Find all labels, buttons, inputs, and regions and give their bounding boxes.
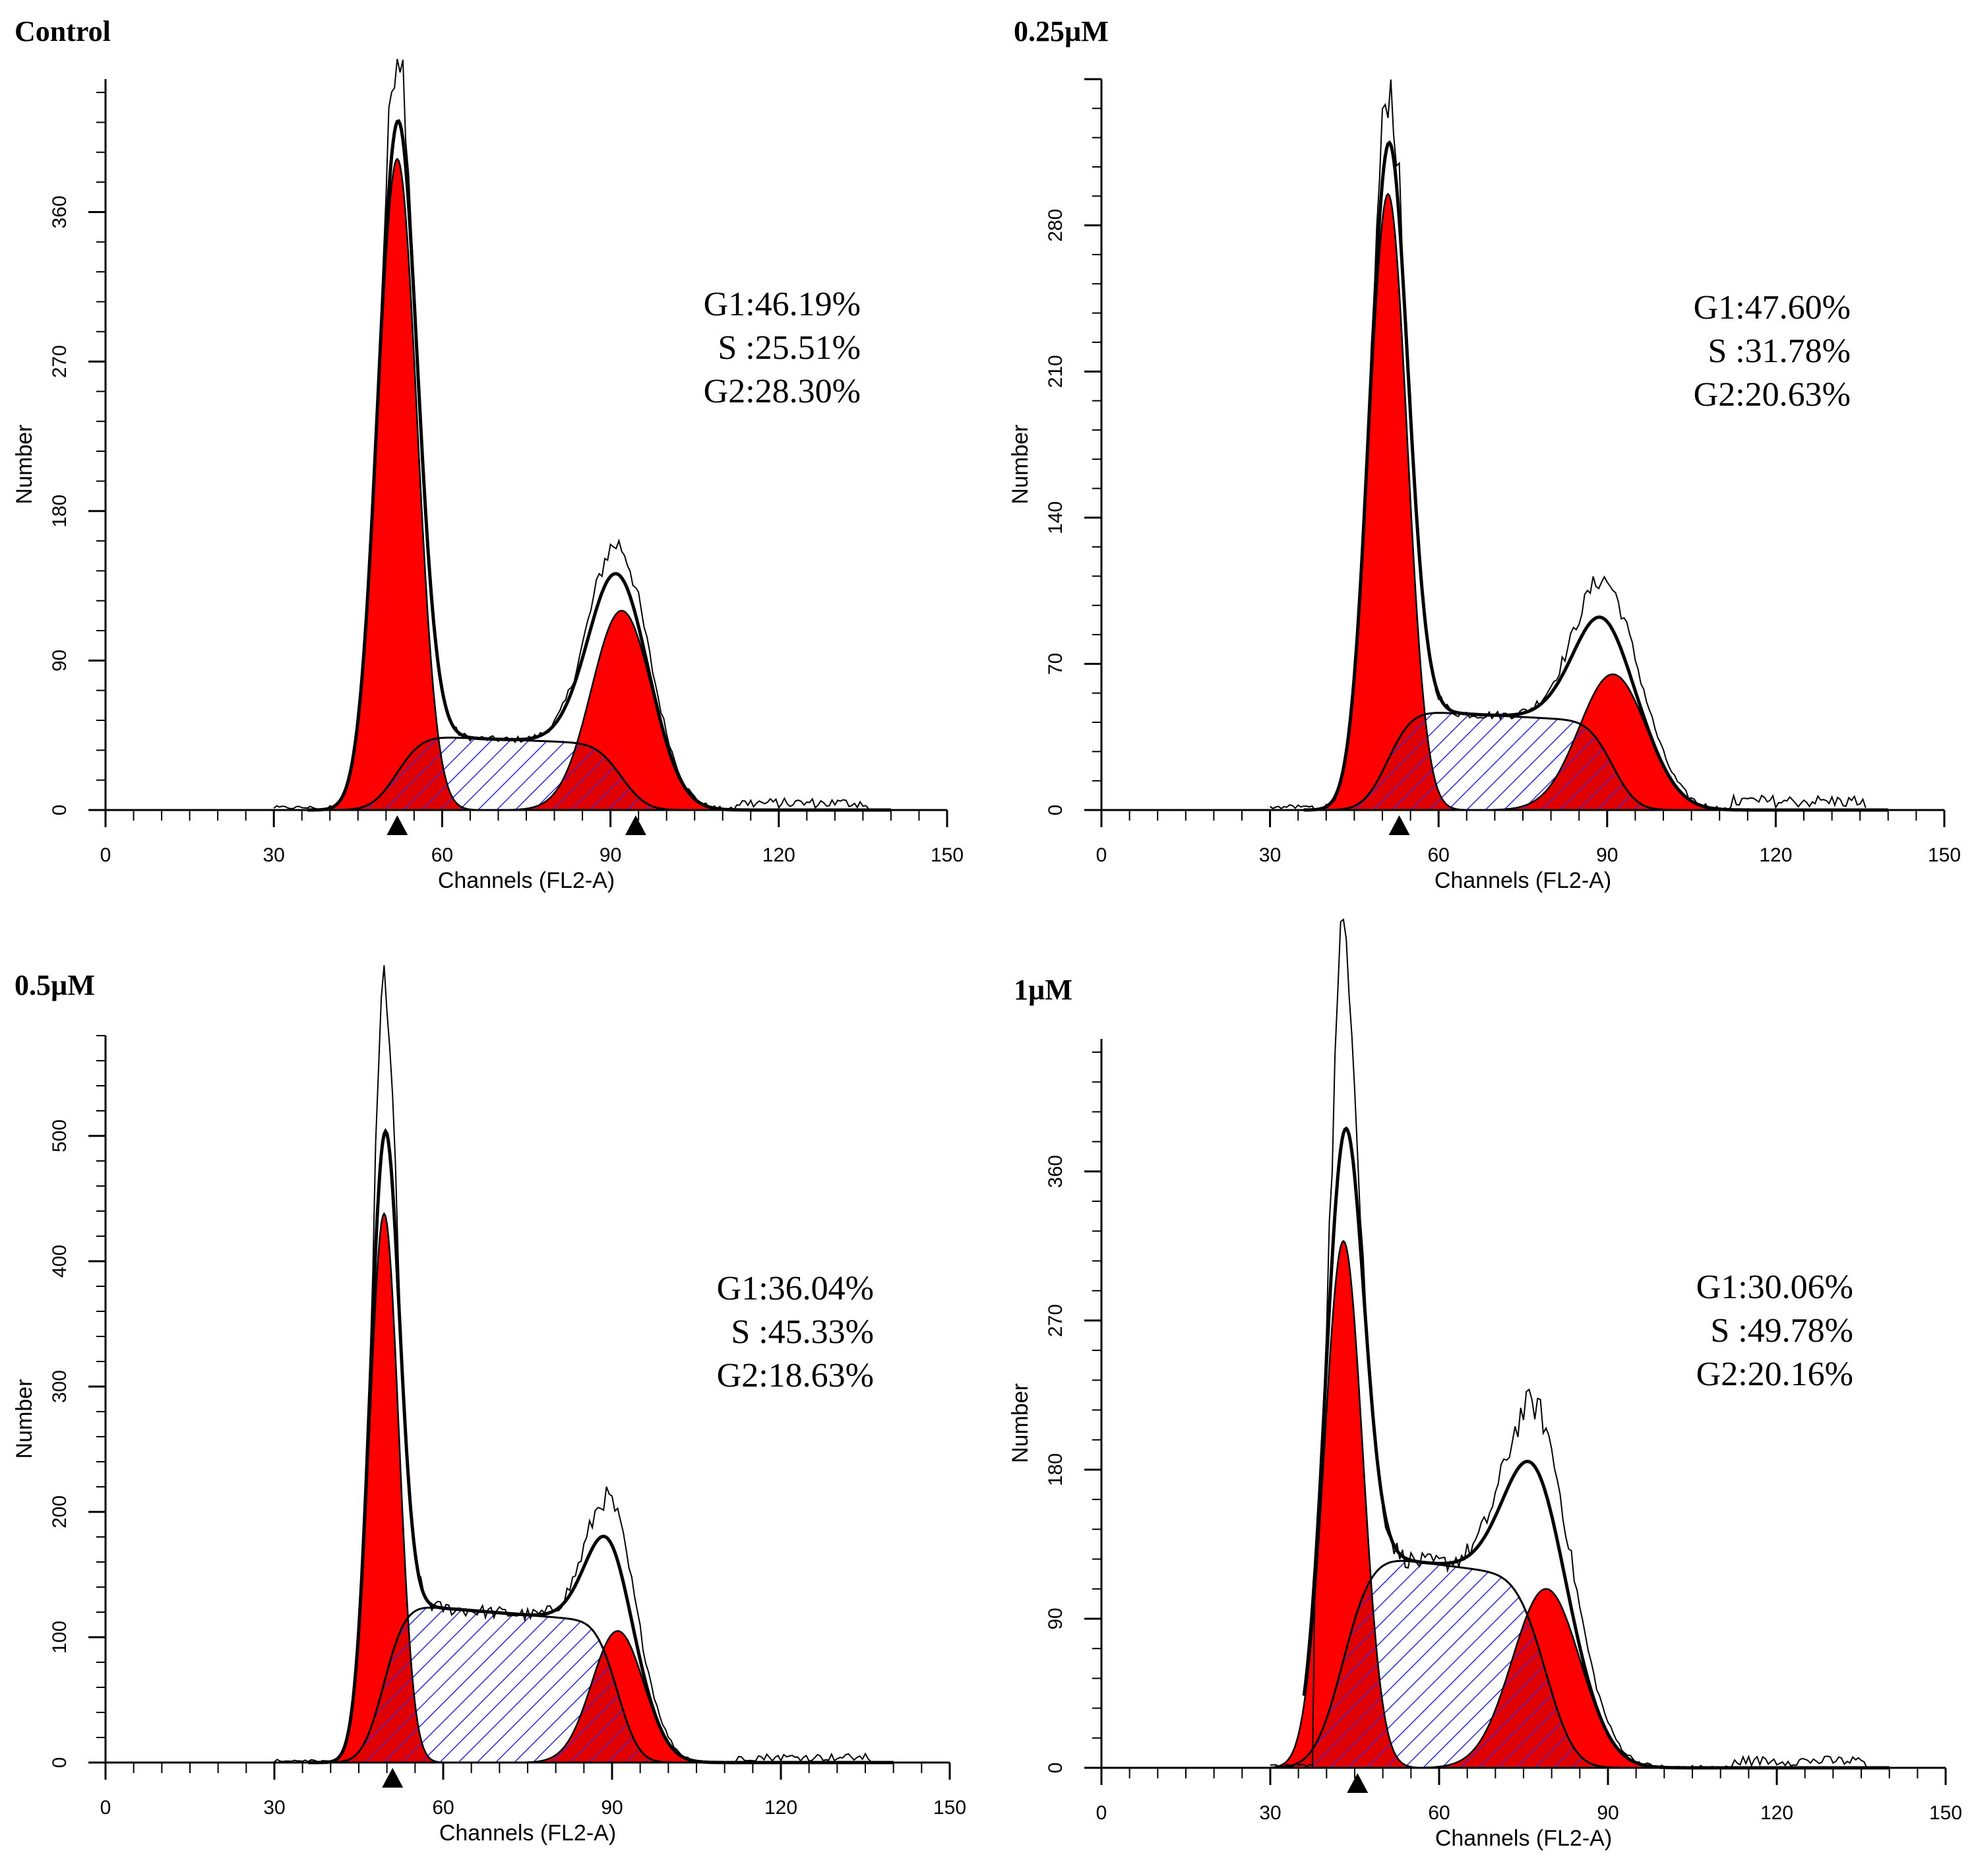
x-tick-label: 120: [1759, 844, 1792, 866]
x-axis-label: Channels (FL2-A): [1434, 868, 1611, 893]
g1-phase-area: [318, 1213, 450, 1763]
y-tick-label: 210: [1045, 355, 1066, 388]
y-tick-label: 0: [1045, 805, 1066, 816]
phase-percentage-label: G2:28.30%: [704, 373, 861, 410]
phase-percentage-label: S :25.51%: [718, 329, 861, 367]
peak-marker-triangle: [625, 815, 646, 835]
y-tick-label: 300: [49, 1370, 71, 1403]
y-tick-label: 360: [1045, 1155, 1066, 1188]
g1-phase-outline: [1270, 1239, 1430, 1769]
y-tick-label: 270: [49, 345, 71, 378]
y-tick-label: 500: [49, 1119, 71, 1152]
y-tick-label: 90: [49, 650, 71, 672]
y-tick-label: 90: [1045, 1608, 1066, 1629]
y-axis-label: Number: [12, 1379, 37, 1459]
x-tick-label: 90: [601, 1797, 623, 1819]
cell-cycle-histogram-panel: 0.5µM 0 30 60 90 120 150 0 100 200 300 400 500 Channe…: [12, 965, 966, 1846]
y-tick-label: 180: [49, 495, 71, 528]
phase-percentage-label: G1:30.06%: [1696, 1268, 1853, 1306]
x-tick-label: 0: [100, 844, 111, 866]
phase-percentage-label: G2:18.63%: [717, 1357, 874, 1394]
peak-marker-triangle: [386, 815, 408, 835]
y-tick-label: 360: [49, 195, 71, 228]
x-tick-label: 150: [933, 1797, 966, 1819]
x-tick-label: 0: [1096, 844, 1107, 866]
phase-percentage-label: G1:46.19%: [704, 286, 861, 323]
g1-s-overlap-area: [1332, 714, 1484, 810]
phase-percentage-label: G2:20.16%: [1696, 1356, 1853, 1393]
x-tick-label: 120: [1760, 1802, 1793, 1824]
x-tick-label: 90: [1596, 844, 1618, 866]
x-tick-label: 150: [1928, 844, 1961, 866]
peak-marker-triangle: [1388, 815, 1410, 835]
phase-percentage-label: S :49.78%: [1710, 1312, 1853, 1350]
y-tick-label: 0: [1045, 1763, 1066, 1774]
g2-s-overlap-area: [1377, 1615, 1625, 1768]
g1-phase-area: [1257, 1241, 1430, 1768]
x-tick-label: 60: [432, 1797, 454, 1819]
phase-percentage-label: G1:47.60%: [1694, 289, 1851, 327]
g1-phase-area: [1302, 194, 1474, 811]
y-tick-label: 200: [49, 1495, 71, 1528]
phase-percentage-label: S :31.78%: [1708, 332, 1851, 370]
x-axis-label: Channels (FL2-A): [1435, 1826, 1612, 1851]
x-tick-label: 90: [1597, 1802, 1619, 1824]
y-tick-label: 100: [49, 1621, 71, 1654]
g1-s-overlap-area: [1287, 1580, 1439, 1768]
x-tick-label: 150: [1929, 1802, 1962, 1824]
y-tick-label: 400: [49, 1245, 71, 1278]
g2-s-overlap-area: [1444, 724, 1692, 810]
peak-marker-triangle: [1347, 1773, 1369, 1793]
y-axis-label: Number: [1008, 1383, 1033, 1463]
x-tick-label: 0: [100, 1797, 111, 1819]
x-tick-label: 30: [263, 844, 285, 866]
g1-phase-area: [309, 158, 486, 810]
panel-title: 0.5µM: [15, 969, 95, 1001]
phase-percentage-label: G2:20.63%: [1694, 376, 1851, 414]
panel-title: 0.25µM: [1014, 15, 1109, 47]
cell-cycle-histogram-panel: 0.25µM 0 30 60 90 120 150 0 70 140 210 280 Channels …: [1008, 15, 1961, 893]
y-tick-label: 280: [1045, 209, 1066, 242]
phase-percentage-label: S :45.33%: [731, 1313, 874, 1351]
g2-phase-area: [1461, 674, 1765, 810]
raw-histogram-trace: [1269, 79, 1866, 811]
x-tick-label: 60: [431, 844, 453, 866]
raw-histogram-trace: [273, 59, 869, 811]
panel-title: Control: [15, 15, 111, 47]
x-tick-label: 30: [263, 1797, 285, 1819]
y-tick-label: 70: [1045, 653, 1066, 675]
panel-title: 1µM: [1014, 974, 1072, 1006]
x-tick-label: 60: [1428, 1802, 1450, 1824]
x-tick-label: 120: [764, 1797, 797, 1819]
x-tick-label: 90: [600, 844, 621, 866]
phase-percentage-label: G1:36.04%: [717, 1270, 874, 1307]
x-axis-label: Channels (FL2-A): [438, 868, 615, 893]
y-axis-label: Number: [12, 425, 37, 505]
x-tick-label: 120: [762, 844, 795, 866]
x-tick-label: 60: [1428, 844, 1450, 866]
y-tick-label: 140: [1045, 501, 1066, 534]
s-phase-outline: [1276, 1559, 1625, 1769]
x-axis-label: Channels (FL2-A): [439, 1821, 616, 1846]
x-tick-label: 0: [1096, 1802, 1107, 1824]
y-tick-label: 0: [49, 1757, 71, 1768]
g2-s-overlap-area: [488, 1650, 696, 1763]
peak-marker-triangle: [382, 1768, 404, 1788]
g1-s-overlap-area: [341, 738, 496, 810]
y-tick-label: 0: [49, 805, 71, 816]
y-tick-label: 180: [1045, 1453, 1066, 1486]
y-axis-label: Number: [1008, 425, 1033, 505]
cell-cycle-histogram-panel: Control 0 30 60 90 120 150 0 90 180 270 360 Channels…: [12, 15, 964, 893]
g1-s-overlap-area: [328, 1618, 458, 1763]
raw-histogram-trace: [1270, 918, 1868, 1769]
x-tick-label: 30: [1259, 844, 1281, 866]
g2-phase-area: [485, 610, 758, 810]
x-tick-label: 30: [1259, 1802, 1281, 1824]
cell-cycle-histogram-panel: 1µM 0 30 60 90 120 150 0 90 180 270 360 Channels (FL…: [1008, 918, 1962, 1851]
g2-s-overlap-area: [470, 743, 700, 810]
raw-histogram-trace: [274, 965, 872, 1764]
x-tick-label: 150: [931, 844, 964, 866]
y-tick-label: 270: [1045, 1304, 1066, 1337]
